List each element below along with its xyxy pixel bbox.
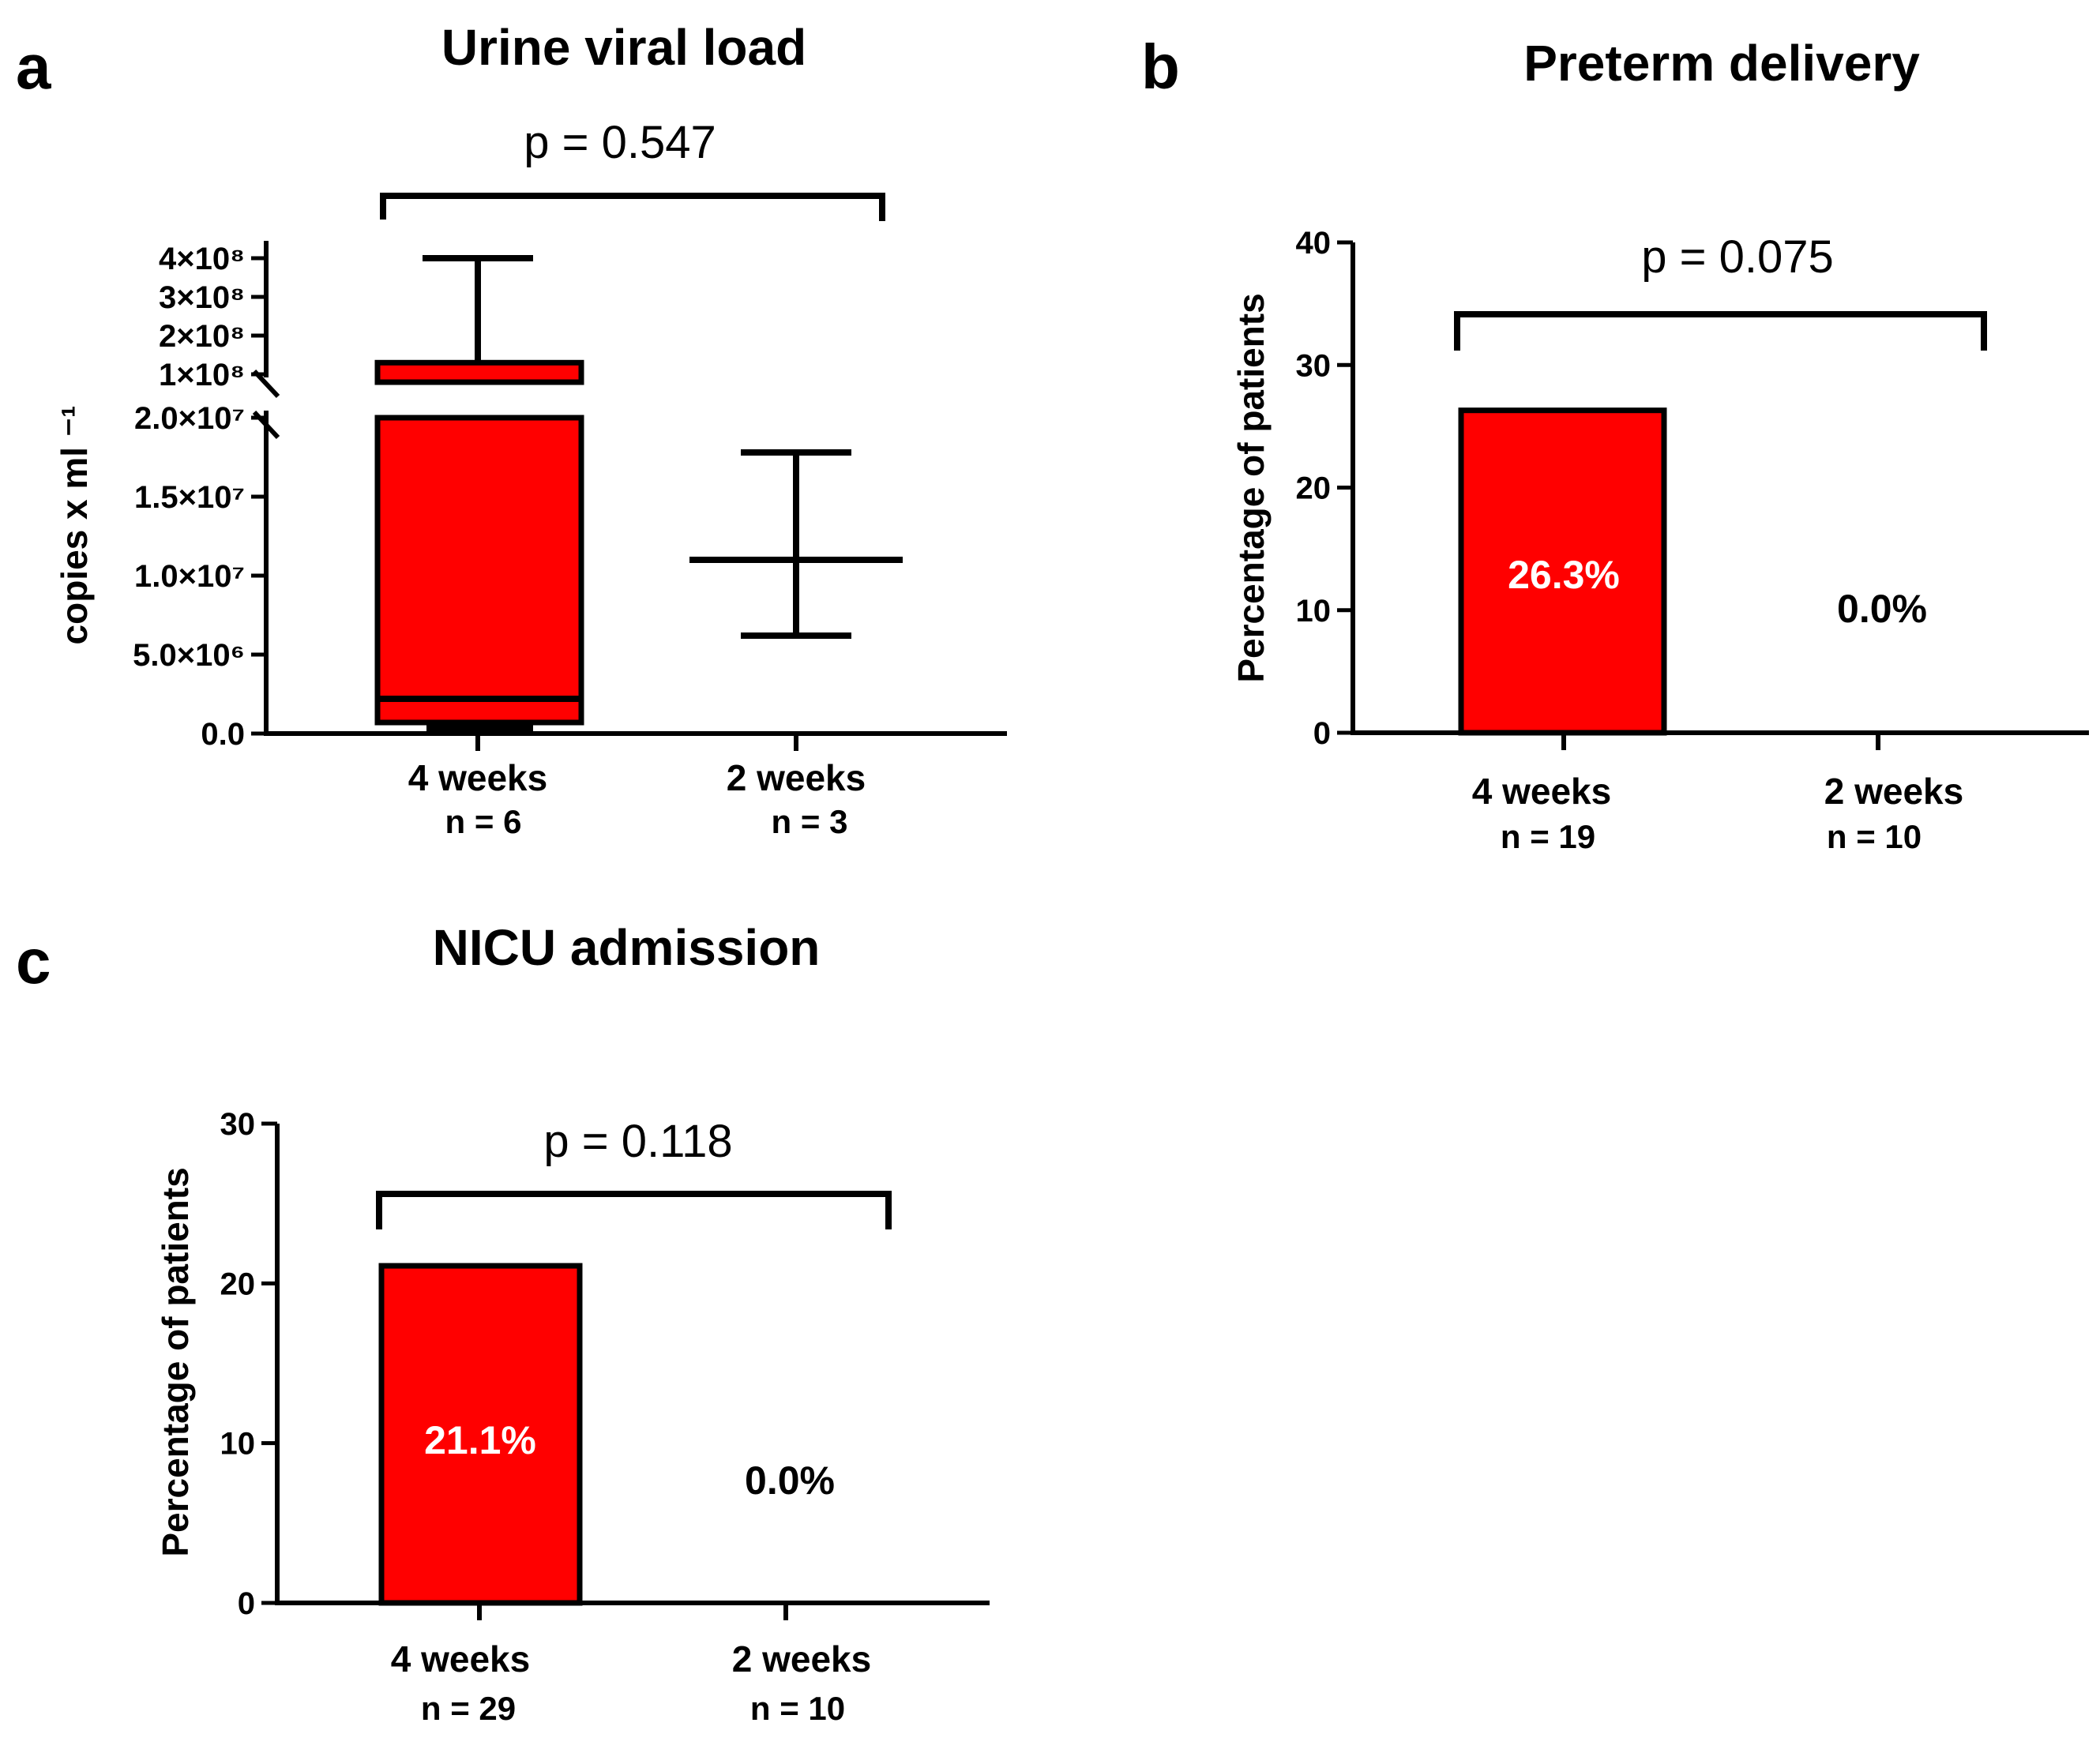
panel-a-pvalue: p = 0.547	[524, 117, 716, 168]
panel-c-y-axis-label: Percentage of patients	[155, 1167, 196, 1556]
panel-c-significance-bracket	[376, 1191, 892, 1229]
panel-a-category-label: 4 weeks	[408, 757, 547, 798]
panel-a-y-tick-label: 2×10⁸	[159, 319, 245, 354]
panel-a-y-axis-label: copies x ml ⁻¹	[54, 406, 95, 645]
panel-b-y-tick-label: 40	[1296, 226, 1332, 261]
panel-c-pvalue: p = 0.118	[543, 1116, 732, 1167]
panel-a-category-label: 2 weeks	[727, 757, 866, 798]
panel-b-y-tick-label: 10	[1296, 594, 1332, 629]
panel-label-c: c	[16, 926, 51, 996]
panel-b-n-label: n = 19	[1501, 818, 1595, 855]
panel-a-y-tick-label: 3×10⁸	[159, 280, 245, 315]
panel-a-significance-bracket	[380, 193, 885, 221]
panel-b-n-label: n = 10	[1827, 818, 1922, 855]
bar-value-label: 0.0%	[1837, 587, 1927, 631]
bar-preterm-4weeks	[1458, 407, 1667, 736]
panel-b-significance-bracket	[1454, 311, 1987, 351]
panel-a-y-tick-label: 4×10⁸	[159, 242, 245, 276]
bar-nicu-4weeks	[378, 1263, 583, 1606]
box-4weeks-upper-segment	[374, 359, 584, 385]
bar-value-label: 21.1%	[424, 1418, 536, 1462]
panel-a-y-tick-label: 0.0	[201, 717, 245, 752]
panel-c: c NICU admission p = 0.118 0 10 20 30 Perce…	[16, 919, 990, 1727]
panel-b-y-tick-label: 30	[1296, 348, 1332, 383]
panel-b-y-tick-label: 20	[1296, 471, 1332, 506]
panel-label-a: a	[16, 32, 51, 102]
panel-c-n-label: n = 29	[421, 1690, 516, 1727]
panel-a-n-label: n = 6	[445, 803, 522, 840]
panel-a-y-tick-label: 1.5×10⁷	[134, 480, 245, 515]
bar-value-label: 26.3%	[1508, 553, 1620, 597]
panel-b-title: Preterm delivery	[1523, 35, 1920, 92]
panel-c-y-tick-label: 0	[238, 1586, 255, 1621]
panel-b-pvalue: p = 0.075	[1641, 231, 1834, 283]
panel-label-b: b	[1141, 32, 1180, 102]
panel-a-y-tick-label: 5.0×10⁶	[133, 638, 245, 673]
panel-a-title: Urine viral load	[441, 19, 806, 76]
panel-a-n-label: n = 3	[772, 803, 848, 840]
panel-b-y-ticks: 0 10 20 30 40	[1296, 226, 1353, 751]
panel-b-y-tick-label: 0	[1313, 716, 1331, 751]
panel-c-n-label: n = 10	[750, 1690, 845, 1727]
panel-a-y-tick-label: 1×10⁸	[159, 358, 245, 392]
bar-value-label: 0.0%	[745, 1458, 835, 1503]
panel-b-y-axis-label: Percentage of patients	[1230, 293, 1272, 682]
panel-c-y-tick-label: 30	[220, 1107, 256, 1142]
panel-c-y-tick-label: 20	[220, 1267, 256, 1301]
panel-a: a Urine viral load p = 0.547 0.0 5.0×10⁶…	[16, 19, 1007, 840]
panel-c-category-label: 2 weeks	[732, 1638, 871, 1680]
panel-c-y-ticks: 0 10 20 30	[220, 1107, 277, 1621]
panel-b: b Preterm delivery p = 0.075 0 10 20 30 40 P…	[1141, 32, 2089, 855]
box-4weeks-lower-segment	[374, 415, 584, 726]
panel-a-y-tick-label: 2.0×10⁷	[134, 401, 245, 436]
panel-b-category-label: 4 weeks	[1472, 771, 1611, 812]
panel-c-title: NICU admission	[433, 919, 821, 976]
panel-b-category-label: 2 weeks	[1824, 771, 1963, 812]
panel-a-y-tick-label: 1.0×10⁷	[134, 559, 245, 594]
panel-c-y-tick-label: 10	[220, 1427, 256, 1462]
panel-c-category-label: 4 weeks	[391, 1638, 530, 1680]
